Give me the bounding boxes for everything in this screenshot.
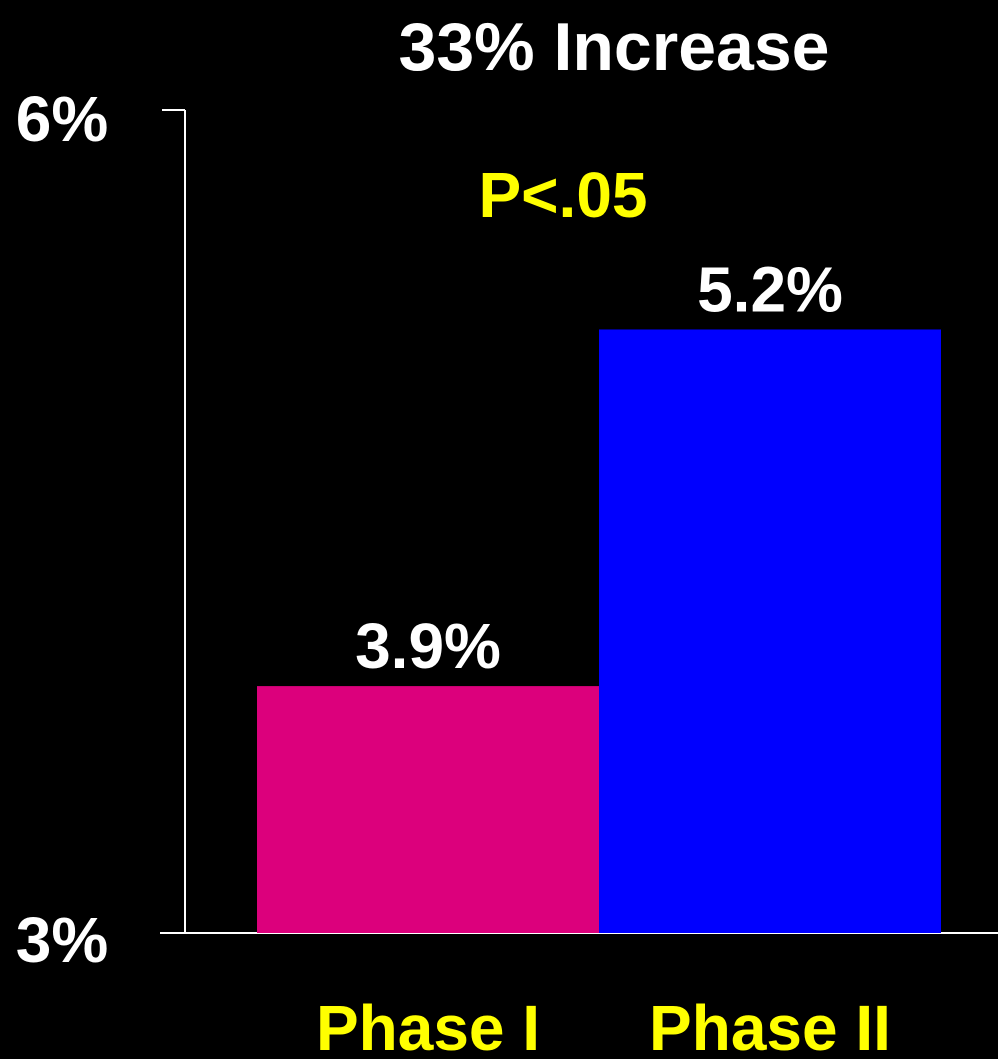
category-label-phase-1: Phase I	[316, 992, 540, 1059]
y-tick-label-top: 6%	[16, 83, 109, 155]
bar-phase-2	[599, 329, 941, 933]
chart-title: 33% Increase	[399, 9, 830, 85]
bar-phase-1	[257, 686, 599, 933]
value-label-phase-2: 5.2%	[697, 253, 843, 325]
significance-label: P<.05	[478, 159, 647, 231]
y-tick-label-bottom: 3%	[16, 904, 109, 976]
value-label-phase-1: 3.9%	[355, 610, 501, 682]
category-label-phase-2: Phase II	[649, 992, 891, 1059]
